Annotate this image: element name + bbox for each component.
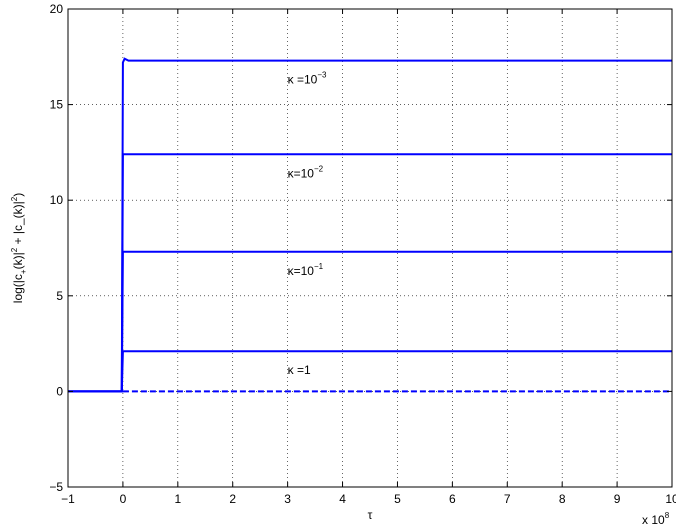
y-tick-label: 5 xyxy=(56,289,63,303)
series-line-1 xyxy=(68,350,672,393)
series-annotation-1: κ =1 xyxy=(288,363,311,377)
x-axis-label: τ xyxy=(368,508,373,522)
y-tick-label: 20 xyxy=(50,2,64,16)
y-axis-label: log(|c+(k)|2 + |c_(k)|2) xyxy=(10,193,28,303)
y-tick-label: −5 xyxy=(49,480,63,494)
x-tick-label: 7 xyxy=(504,492,511,506)
series-line-4 xyxy=(68,57,672,393)
annotations: κ =1 κ=10−1 κ=10−2 κ =10−3 xyxy=(288,71,327,378)
y-tick-label: 0 xyxy=(56,384,63,398)
grid xyxy=(68,9,672,487)
x-tick-label: 1 xyxy=(174,492,181,506)
series-annotation-2: κ=10−1 xyxy=(288,262,324,278)
x-tick-label: 3 xyxy=(284,492,291,506)
y-tick-label: 10 xyxy=(50,193,64,207)
x-tick-label: 0 xyxy=(120,492,127,506)
series-group xyxy=(68,57,672,393)
x-tick-label: 8 xyxy=(559,492,566,506)
series-annotation-4: κ =10−3 xyxy=(288,71,327,87)
x-tick-label: 2 xyxy=(229,492,236,506)
plot-frame xyxy=(67,8,673,488)
x-tick-label: 9 xyxy=(614,492,621,506)
ticks: −1 0 1 2 3 4 5 6 7 8 9 10 −5 0 5 10 15 20 xyxy=(49,2,676,506)
x-tick-label: 5 xyxy=(394,492,401,506)
x-tick-label: 10 xyxy=(665,492,676,506)
series-annotation-3: κ=10−2 xyxy=(288,164,324,180)
x-tick-label: 6 xyxy=(449,492,456,506)
series-line-2 xyxy=(68,250,672,393)
y-tick-label: 15 xyxy=(50,98,64,112)
series-line-3 xyxy=(68,153,672,393)
x-multiplier-label: x 108 xyxy=(642,511,670,527)
x-tick-label: −1 xyxy=(61,492,75,506)
x-tick-label: 4 xyxy=(339,492,346,506)
